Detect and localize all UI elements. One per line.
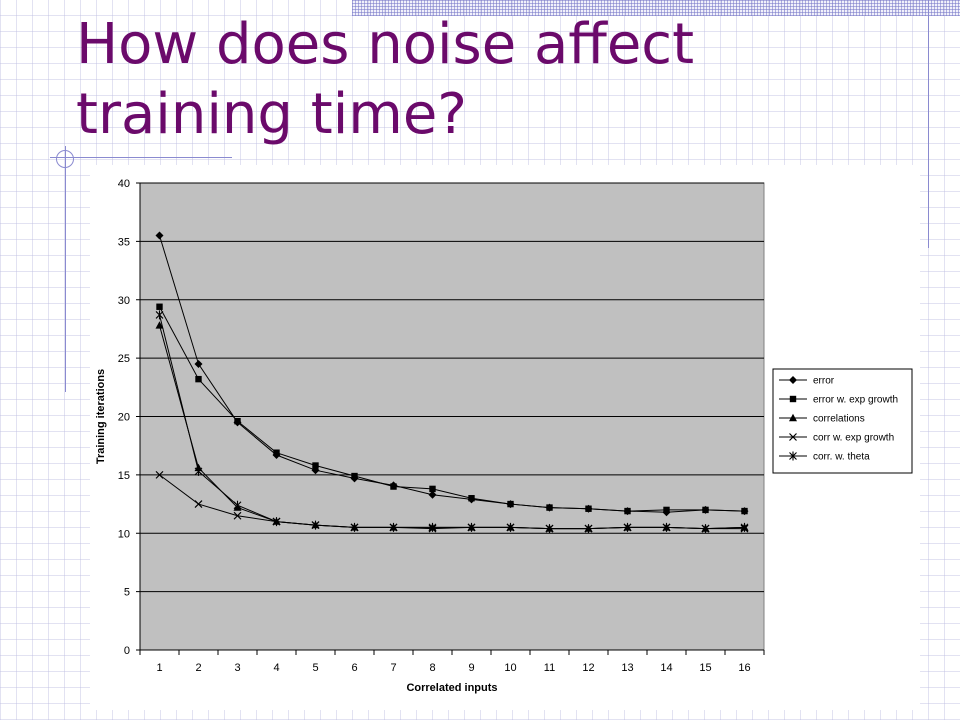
data-point: [467, 522, 476, 532]
x-tick-label: 14: [660, 662, 672, 674]
data-point: [623, 522, 632, 532]
decorative-vertical-line-left: [65, 146, 66, 392]
data-point: [155, 231, 164, 240]
data-point: [428, 490, 437, 499]
data-point: [507, 500, 514, 508]
legend-label: corr w. exp growth: [813, 433, 894, 444]
x-axis-title: Correlated inputs: [406, 682, 497, 694]
x-tick-label: 12: [582, 662, 594, 674]
data-point: [156, 303, 163, 310]
x-tick-label: 5: [312, 662, 318, 674]
x-tick-label: 9: [468, 662, 474, 674]
y-tick-label: 30: [118, 295, 130, 307]
series-lines: [159, 235, 745, 530]
data-point: [234, 417, 241, 425]
legend-marker: [789, 451, 797, 461]
y-tick-label: 15: [118, 470, 130, 482]
x-tick-label: 4: [273, 662, 279, 674]
data-point: [701, 524, 710, 534]
x-tick-label: 1: [156, 662, 162, 674]
data-point: [351, 472, 358, 480]
data-point: [155, 310, 164, 320]
data-point: [429, 485, 436, 493]
legend-marker: [789, 395, 797, 403]
data-point: [194, 359, 203, 368]
data-point: [741, 507, 748, 515]
legend-marker: [789, 413, 797, 422]
data-point: [312, 462, 319, 469]
legend-label: corr. w. theta: [813, 452, 870, 463]
x-tick-label: 11: [544, 662, 555, 674]
series-line-5: [159, 314, 745, 530]
data-point: [624, 507, 631, 515]
x-tick-label: 3: [234, 662, 240, 674]
data-point: [428, 522, 437, 532]
decorative-vertical-line-right: [928, 0, 929, 248]
x-tick-label: 16: [738, 662, 750, 674]
data-point: [546, 504, 553, 511]
x-tick-label: 15: [699, 662, 711, 674]
legend-label: correlations: [813, 414, 865, 425]
data-point: [663, 506, 670, 514]
data-point: [585, 505, 592, 512]
decorative-circle: [56, 150, 74, 168]
legend-label: error: [813, 376, 835, 387]
legend-label: error w. exp growth: [813, 395, 898, 406]
y-tick-label: 0: [124, 645, 130, 657]
data-point: [389, 522, 398, 532]
data-point: [155, 470, 164, 479]
y-tick-label: 5: [124, 587, 130, 599]
x-tick-label: 8: [429, 662, 435, 674]
y-tick-labels: 0 5 10 15 20 25 30 35 40: [118, 178, 130, 657]
data-point: [272, 517, 281, 527]
legend: error error w. exp growth correlations corr…: [772, 368, 913, 474]
data-point: [350, 522, 359, 532]
x-tick-labels: 1 2 3 4 5 6 7 8 9 10 11 12 13 14 15 16: [156, 662, 750, 674]
data-point: [702, 506, 709, 514]
y-tick-label: 10: [118, 528, 130, 540]
chart-panel: 0 5 10 15 20 25 30 35 40 1 2 3 4 5 6 7 8 9 10 11 12 13 14 15 16…: [90, 165, 920, 710]
data-point: [506, 522, 515, 532]
y-tick-label: 35: [118, 236, 130, 248]
x-tick-label: 13: [621, 662, 633, 674]
data-point: [311, 520, 320, 530]
series-markers: [155, 231, 749, 534]
decorative-horizontal-line: [50, 157, 232, 158]
data-point: [740, 522, 749, 532]
data-point: [273, 449, 280, 456]
x-tick-label: 10: [504, 662, 516, 674]
y-tick-label: 25: [118, 353, 130, 365]
legend-marker: [789, 376, 797, 384]
y-tick-label: 20: [118, 412, 130, 424]
y-tick-label: 40: [118, 178, 130, 190]
series-markers-5: [155, 310, 749, 534]
data-point: [194, 466, 203, 476]
decorative-top-bar: [352, 0, 960, 16]
slide-title: How does noise affect training time?: [76, 12, 695, 147]
data-point: [233, 500, 242, 510]
gridlines: [140, 182, 764, 593]
series-markers-2: [156, 303, 748, 515]
x-tick-label: 7: [390, 662, 396, 674]
data-point: [155, 321, 164, 329]
data-point: [545, 524, 554, 534]
x-tick-label: 2: [195, 662, 201, 674]
axes: [136, 182, 765, 655]
data-point: [662, 522, 671, 532]
data-point: [584, 524, 593, 534]
legend-marker: [789, 433, 797, 441]
data-point: [468, 495, 475, 502]
data-point: [195, 375, 202, 383]
series-line-1: [159, 235, 745, 513]
series-line-2: [159, 306, 745, 512]
data-point: [233, 511, 242, 520]
data-point: [194, 500, 203, 508]
x-tick-label: 6: [351, 662, 357, 674]
data-point: [390, 483, 397, 490]
y-axis-title: Training iterations: [95, 369, 107, 464]
